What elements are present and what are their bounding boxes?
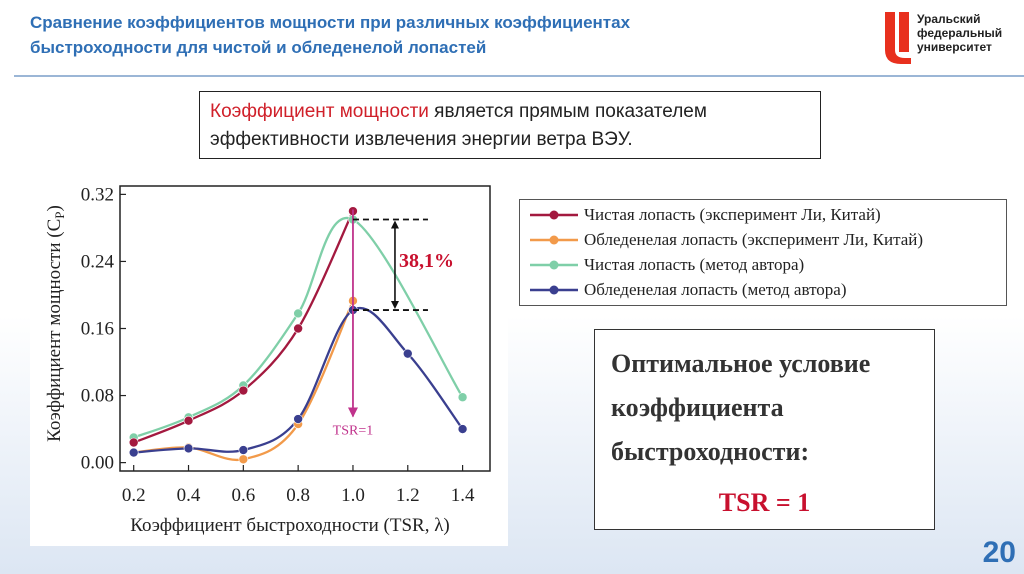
condition-line2: коэффициента	[611, 393, 784, 422]
data-point-series-4	[183, 443, 194, 454]
optimal-condition-box: Оптимальное условие коэффициента быстрох…	[594, 329, 935, 530]
power-coefficient-chart: 0.2 0.4 0.6 0.8 1.0 1.2 1.4 0.00 0.08 0.16 0.24 0.3…	[30, 168, 508, 546]
legend-marker-1	[530, 210, 578, 220]
info-box: Коэффициент мощности является прямым пок…	[199, 91, 821, 159]
legend-label-1: Чистая лопасть (эксперимент Ли, Китай)	[584, 205, 881, 224]
info-highlight: Коэффициент мощности	[210, 101, 429, 122]
x-tick-label: 1.2	[396, 485, 420, 506]
y-axis-label: Коэффициент мощности (CP)	[44, 205, 67, 442]
university-name-line1: Уральский	[917, 12, 981, 26]
legend-marker-4	[530, 285, 578, 295]
data-point-series-3	[457, 392, 468, 403]
legend-item-2: Обледенелая лопасть (эксперимент Ли, Кит…	[528, 228, 923, 252]
data-point-series-4	[402, 348, 413, 359]
y-axis-label-main: Коэффициент мощности (C	[44, 219, 65, 442]
condition-line1: Оптимальное условие	[611, 349, 871, 378]
legend-label-3: Чистая лопасть (метод автора)	[584, 255, 805, 274]
legend-marker-2	[530, 235, 578, 245]
university-name-line3: университет	[917, 40, 992, 54]
x-tick-label: 0.4	[177, 485, 201, 506]
legend-label-4: Обледенелая лопасть (метод автора)	[584, 280, 847, 299]
university-name: Уральский федеральный университет	[917, 12, 1002, 54]
x-axis-label: Коэффициент быстроходности (TSR, λ)	[130, 515, 450, 536]
plot-frame	[119, 185, 491, 472]
university-name-line2: федеральный	[917, 26, 1003, 40]
y-tick-label: 0.32	[81, 184, 114, 205]
x-tick-label: 0.8	[286, 485, 310, 506]
page-number: 20	[982, 536, 1016, 569]
condition-line3: быстроходности	[611, 437, 801, 466]
y-tick-label: 0.08	[81, 386, 114, 407]
legend-label-2: Обледенелая лопасть (эксперимент Ли, Кит…	[584, 230, 924, 249]
legend-item-1: Чистая лопасть (эксперимент Ли, Китай)	[528, 203, 881, 227]
chart-svg: 0.2 0.4 0.6 0.8 1.0 1.2 1.4 0.00 0.08 0.16 0.24 0.3…	[44, 184, 491, 536]
data-point-series-1	[293, 323, 303, 334]
legend-item-4: Обледенелая лопасть (метод автора)	[528, 278, 847, 302]
difference-arrowhead-bottom	[390, 301, 399, 310]
data-point-series-2	[238, 454, 249, 465]
y-tick-label: 0.16	[81, 319, 114, 340]
tsr-marker-label: TSR=1	[333, 424, 374, 439]
data-point-series-4	[293, 414, 303, 424]
data-point-series-4	[128, 447, 139, 458]
y-axis-label-end: )	[44, 205, 65, 211]
data-point-series-4	[238, 445, 249, 455]
difference-arrowhead-top	[390, 220, 399, 229]
info-text-2: эффективности извлечения энергии ветра В…	[210, 129, 633, 150]
slide-title-line2: быстроходности для чистой и обледенелой …	[30, 38, 487, 57]
tsr-marker-arrowhead	[347, 407, 358, 418]
series-line-2	[133, 300, 355, 462]
slide-title-line1: Сравнение коэффициентов мощности при раз…	[30, 13, 631, 32]
data-point-series-4	[457, 424, 468, 434]
x-tick-label: 1.4	[451, 485, 475, 506]
condition-colon: :	[800, 437, 810, 466]
difference-percent-label: 38,1%	[399, 250, 454, 272]
legend-marker-3	[530, 260, 578, 270]
legend-item-3: Чистая лопасть (метод автора)	[528, 253, 804, 277]
condition-tsr-value: TSR = 1	[718, 488, 811, 517]
header-divider	[14, 75, 1024, 77]
series-line-1	[133, 210, 355, 444]
data-point-series-1	[128, 437, 139, 448]
x-tick-label: 1.0	[341, 485, 365, 506]
x-tick-label: 0.6	[231, 485, 255, 506]
y-tick-label: 0.00	[81, 453, 114, 474]
y-axis-label-sub: P	[52, 211, 67, 218]
chart-legend: Чистая лопасть (эксперимент Ли, Китай) О…	[519, 199, 1007, 306]
slide-title: Сравнение коэффициентов мощности при раз…	[30, 10, 830, 60]
data-point-series-1	[238, 385, 249, 396]
x-tick-label: 0.2	[122, 485, 146, 506]
data-point-series-1	[183, 415, 194, 426]
urfu-logo-icon	[885, 12, 911, 64]
y-tick-label: 0.24	[81, 251, 115, 272]
info-text-1: является прямым показателем	[428, 101, 707, 122]
data-point-series-3	[293, 308, 303, 319]
